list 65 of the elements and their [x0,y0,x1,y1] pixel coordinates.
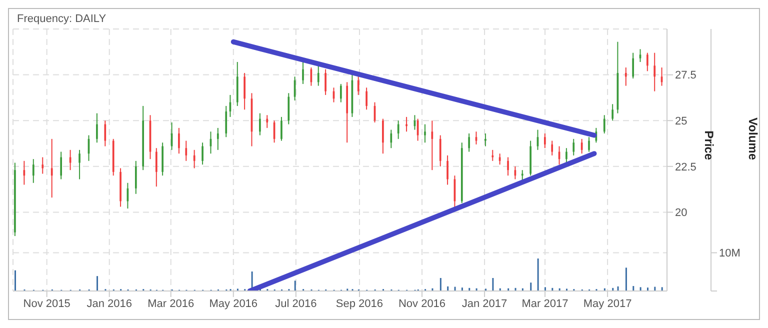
x-tick-label: May 2016 [209,298,258,310]
candlestick [572,138,575,156]
candlestick [202,142,204,166]
candlestick [439,134,442,167]
y-tick-label: 20 [675,207,688,220]
candlestick [357,76,360,96]
candlestick [382,118,384,154]
candlestick [244,72,246,110]
candlestick [288,92,290,125]
candlestick [50,138,53,198]
x-tick-label: Jul 2016 [275,298,317,310]
candlestick [612,104,614,122]
x-tick-label: Jan 2017 [462,298,508,310]
candlestick [632,52,634,79]
candlestick [340,83,342,103]
candlestick [654,52,656,92]
candlestick [366,87,368,110]
candlestick [646,52,648,72]
x-tick-label: Sep 2016 [336,298,384,310]
candlestick [225,105,228,138]
candlestick [134,160,137,194]
candlestick [302,61,304,84]
x-tick-label: Mar 2016 [148,298,194,310]
candlestick [492,149,494,162]
candlestick [60,151,62,180]
candlestick [259,112,261,136]
candlestick [424,124,426,144]
x-tick-label: May 2017 [583,298,632,310]
candlestick [624,66,627,86]
candlestick [155,148,158,188]
candlestick [96,112,98,144]
candlestick [185,140,188,162]
candlestick [104,120,106,147]
text: Frequency: DAILY [17,13,106,25]
x-tick-label: Jan 2016 [86,298,132,310]
candlestick [390,129,392,149]
candlestick [42,156,44,174]
candlestick [544,132,546,149]
candlestick [588,136,590,152]
candlestick [317,65,320,86]
y2-axis-title: Volume [746,118,760,160]
candlestick [178,127,180,154]
y-tick-label: 25 [675,116,688,128]
candlestick [280,116,282,142]
candlestick [507,156,509,176]
candlestick [78,149,80,180]
candlestick [566,148,568,164]
x-tick-label: Nov 2016 [398,298,446,310]
candlestick [431,120,434,171]
candlestick [484,132,486,147]
candlestick [266,114,268,128]
candlestick [551,140,554,156]
candlestick [446,154,448,186]
y-axis-title: Price [702,130,716,160]
x-tick-label: Mar 2017 [522,298,568,310]
candlestick [193,149,196,169]
y2-tick-label: 10M [719,248,740,260]
candlestick [468,132,470,152]
candlestick [324,68,326,96]
x-tick-label: Nov 2015 [23,298,70,310]
y-tick-label: 27.5 [675,70,696,82]
y-tick-label: 22.5 [675,161,696,174]
candlestick [32,158,34,184]
candlestick [603,114,606,134]
candlestick [216,127,219,150]
